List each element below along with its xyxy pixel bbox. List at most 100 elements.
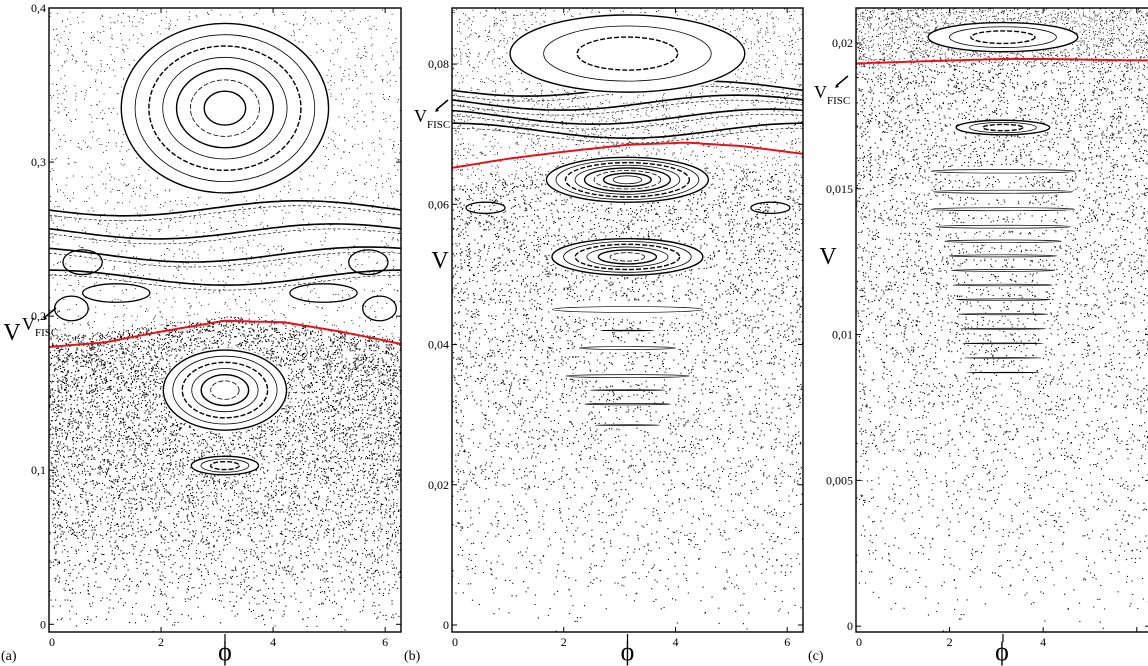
invariant-torus [209,460,241,471]
stripe-orbit [930,169,1076,174]
y-axis-label: V [3,320,21,346]
fisc-curve [856,58,1148,65]
invariant-torus [609,252,646,262]
x-tick-label: 0 [452,635,458,649]
regular-stripe [588,389,667,392]
regular-stripe [577,343,678,353]
fisc-label: V [814,82,827,102]
kam-curve [49,200,401,217]
panel-a: 00,10,20,30,40 2 4 6(a) ϕV V FISC [1,1,402,666]
stripe-orbit [933,189,1073,194]
invariant-torus [927,21,1079,53]
fisc-arrowhead [435,108,439,112]
invariant-torus [574,164,681,195]
kam-curve [452,127,803,144]
stripe-orbit [930,207,1076,212]
island-chain [750,201,791,215]
y-axis-label: V [431,248,449,274]
stripe-orbit [959,327,1047,330]
invariant-torus [593,170,662,190]
invariant-torus [551,237,704,276]
invariant-torus [543,25,712,82]
x-tick-label: 4 [270,635,276,649]
resonance-island [162,347,288,433]
fisc-curve [49,319,401,348]
y-axis-label: V [819,244,837,270]
kam-curve [49,274,401,291]
regular-stripe [582,402,673,407]
regular-stripe [932,222,1074,231]
island-chain [362,295,397,322]
stripe-orbit [955,298,1051,301]
stripe-orbit [584,403,671,406]
stripe-orbit [957,313,1049,316]
invariant-torus [563,241,692,273]
y-tick-label: 0,015 [826,182,853,196]
x-tick-label: 2 [158,635,164,649]
resonance-island [119,18,331,198]
plot-area [49,8,401,632]
invariant-torus [564,161,691,198]
stripe-orbit [953,283,1053,287]
regular-stripe [949,267,1057,274]
x-tick-label: 4 [672,635,678,649]
regular-stripe [549,301,706,318]
plot-frame [855,7,1148,633]
kam-curve [49,205,401,222]
regular-stripe [942,237,1064,245]
invariant-torus [969,121,1037,134]
regular-stripe [958,327,1048,331]
invariant-torus [574,243,681,271]
stripe-orbit [935,224,1071,229]
y-tick-label: 0 [40,617,46,631]
panel-label: (a) [1,649,17,664]
regular-stripe [956,312,1050,316]
regular-stripe [599,329,656,332]
y-tick-label: 0,4 [31,1,46,15]
stripe-orbit [589,389,666,391]
resonance-island [507,12,748,95]
regular-stripe [946,252,1060,259]
kam-curve [49,251,401,268]
regular-stripe [563,371,692,381]
kam-curve [452,99,803,116]
regular-stripe [928,204,1078,214]
y-tick-label: 0,02 [832,36,853,50]
fisc-arrow [43,307,57,319]
stripe-orbit [950,269,1056,272]
kam-curve [452,108,803,126]
x-tick-label: 6 [382,635,388,649]
fisc-subscript: FISC [827,95,850,107]
x-axis-label: ϕ [621,637,635,666]
invariant-torus [210,380,240,400]
island-chain [289,283,358,303]
stripe-orbit [578,346,677,350]
regular-stripe [951,282,1055,288]
resonance-island [550,237,705,277]
panel-label: (b) [404,649,421,664]
y-tick-label: 0,06 [428,197,449,211]
chaotic-sea [452,162,803,632]
plot-frame [48,7,402,633]
invariant-torus [586,246,669,268]
x-tick-label: 6 [784,635,790,649]
panel-label: (c) [808,649,824,664]
invariant-torus [175,67,274,149]
invariant-torus [555,159,700,200]
invariant-torus [545,156,710,203]
stripe-orbit [948,254,1058,258]
y-tick-label: 0,04 [428,338,449,352]
regular-stripe [953,297,1053,302]
stripe-orbit [552,306,703,313]
island-chain [465,201,506,215]
panel-b: 00,020,040,060,080 2 4 6(b) ϕVV FISC [404,7,804,666]
invariant-torus [597,249,658,265]
x-axis-label: ϕ [995,637,1009,666]
plot-area [856,8,1148,632]
regular-stripe [960,342,1046,345]
invariant-torus [120,22,330,194]
kam-curve [49,228,401,245]
fisc-label: V [414,106,427,126]
